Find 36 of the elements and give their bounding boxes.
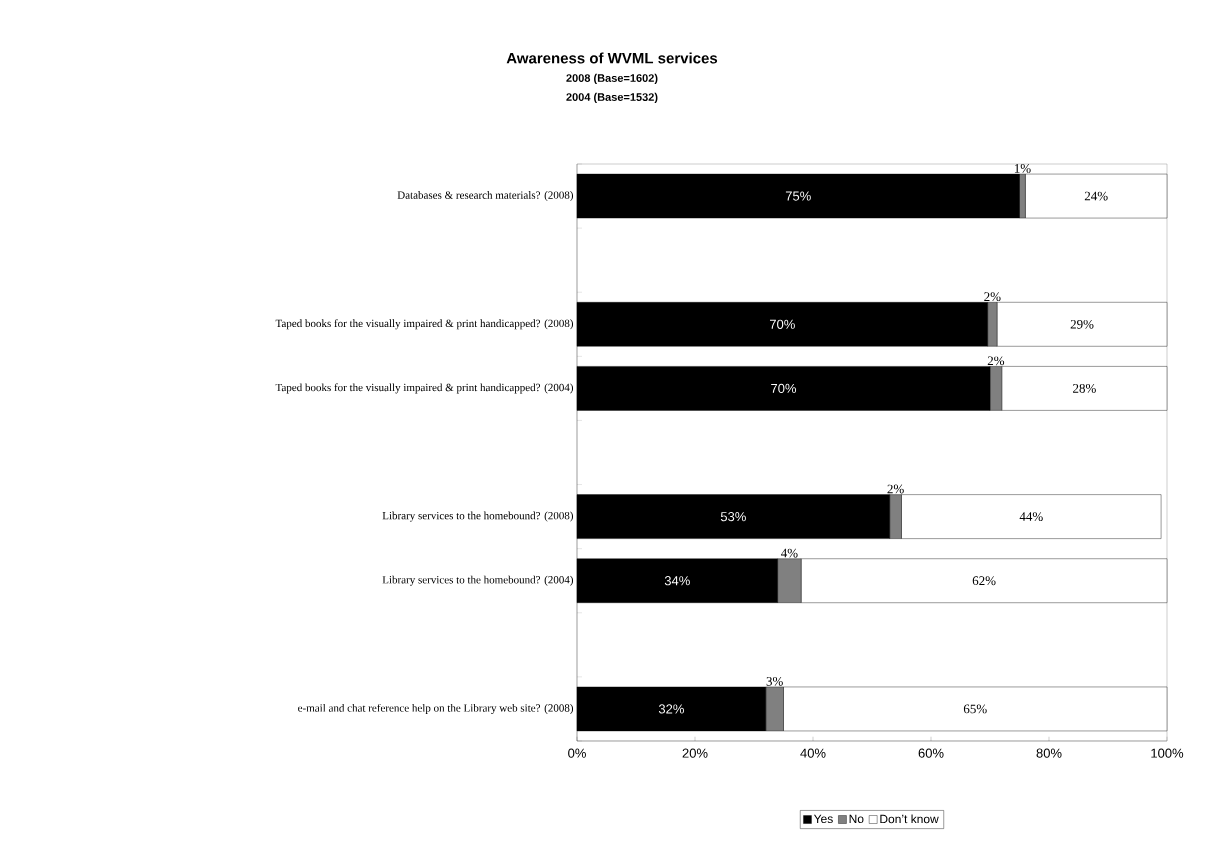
data-label: 2% xyxy=(887,484,904,494)
data-label: 62% xyxy=(972,576,996,586)
chart-subtitle: 2008 (Base=1602) xyxy=(566,73,658,85)
data-label: 32% xyxy=(658,704,684,714)
data-label: 28% xyxy=(1073,383,1096,393)
x-tick-label: 40% xyxy=(800,748,826,758)
data-label: 3% xyxy=(766,676,783,686)
data-label: 53% xyxy=(720,512,746,522)
chart-title: Awareness of WVML services xyxy=(506,52,718,64)
y-tick-label: Taped books for the visually impaired & print handicapped? (2008) xyxy=(275,319,574,330)
data-label: 2% xyxy=(984,292,1001,302)
x-tick-label: 60% xyxy=(918,748,944,758)
data-label: 29% xyxy=(1070,319,1094,329)
data-label: 2% xyxy=(987,356,1005,366)
y-tick-label: Library services to the homebound? (2008) xyxy=(382,511,573,522)
y-tick-label: Databases & research materials? (2008) xyxy=(397,191,574,202)
text: 2004 (Base=1532) xyxy=(566,92,658,104)
data-label: 70% xyxy=(771,383,797,393)
legend-label: Yes xyxy=(813,814,833,824)
x-tick-label: 0% xyxy=(568,748,586,758)
y-tick-label: Library services to the homebound? (2004) xyxy=(382,575,573,586)
data-label: 1% xyxy=(1014,164,1031,173)
legend-label: Don’t know xyxy=(880,814,939,824)
data-label: 70% xyxy=(769,319,795,329)
x-tick-label: 80% xyxy=(1036,748,1062,758)
y-tick-label: e-mail and chat reference help on the Library web site? (2008) xyxy=(298,703,574,714)
data-label: 65% xyxy=(963,704,987,714)
data-label: 34% xyxy=(664,576,690,586)
data-label: 75% xyxy=(785,191,811,201)
data-label: 44% xyxy=(1019,512,1043,522)
data-label: 24% xyxy=(1084,191,1108,201)
x-tick-label: 100% xyxy=(1151,748,1184,758)
data-label: 4% xyxy=(780,548,798,558)
x-tick-label: 20% xyxy=(682,748,708,758)
y-tick-label: Taped books for the visually impaired & print handicapped? (2004) xyxy=(275,383,574,394)
legend-label: No xyxy=(849,814,864,824)
